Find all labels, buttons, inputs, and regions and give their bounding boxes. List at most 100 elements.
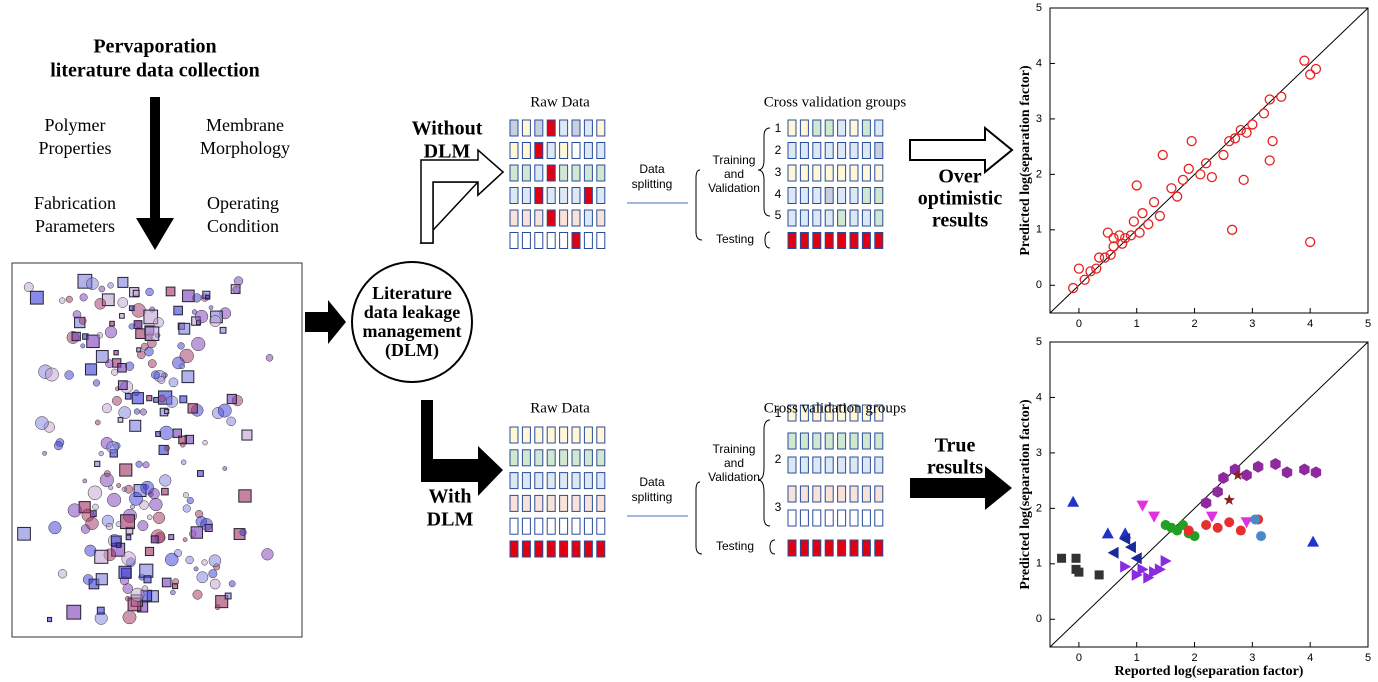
- decor-bubble: [139, 500, 149, 510]
- decor-bubble: [265, 354, 274, 362]
- decor-bubble: [158, 394, 166, 403]
- cell: [583, 449, 593, 467]
- y-axis-label: Predicted log(separation factor): [1018, 399, 1033, 590]
- y-tick-label: 2: [1036, 168, 1042, 180]
- point: [1177, 174, 1189, 186]
- cell: [787, 187, 797, 204]
- cell: [596, 540, 606, 558]
- decor-bubble: [209, 578, 221, 590]
- decor-bubble: [186, 497, 194, 505]
- x-tick-label: 0: [1076, 652, 1082, 664]
- decor-bubble: [209, 315, 222, 327]
- bracket: [695, 169, 703, 241]
- cell: [559, 187, 569, 204]
- cell: [534, 232, 544, 249]
- decor-square: [173, 305, 183, 316]
- cell: [812, 509, 822, 527]
- cell: [521, 472, 531, 490]
- cell: [824, 209, 834, 227]
- cell: [849, 432, 859, 450]
- arrow-right: [305, 300, 346, 344]
- point: [1154, 210, 1166, 222]
- cell: [874, 187, 884, 204]
- decor-square: [205, 294, 211, 300]
- decor-bubble: [48, 521, 62, 535]
- cell: [583, 517, 593, 535]
- point: [1143, 571, 1155, 584]
- decor-bubble: [121, 551, 136, 566]
- bracket: [769, 539, 776, 555]
- point: [1281, 466, 1293, 479]
- point: [1117, 238, 1128, 249]
- cell: [861, 509, 871, 527]
- cell: [824, 485, 834, 503]
- arrow-with: [421, 400, 503, 496]
- cell: [861, 456, 871, 474]
- decor-bubble: [79, 293, 88, 302]
- decor-square: [117, 276, 129, 288]
- point: [1218, 471, 1229, 484]
- decor-bubble: [117, 297, 129, 308]
- decor-square: [238, 489, 252, 503]
- decor-square: [119, 463, 133, 477]
- decor-bubble: [157, 376, 166, 384]
- cell: [799, 509, 809, 527]
- decor-bubble: [164, 445, 170, 451]
- point: [1224, 135, 1235, 147]
- cell: [546, 187, 556, 204]
- decor-square: [168, 534, 175, 541]
- cell: [799, 164, 809, 182]
- testing-label: Testing: [716, 232, 754, 246]
- cell: [799, 432, 809, 450]
- point: [1229, 133, 1241, 144]
- point: [1201, 520, 1212, 530]
- cell: [571, 142, 581, 159]
- cell: [546, 164, 556, 182]
- y-tick-label: 1: [1036, 558, 1042, 570]
- cell: [787, 119, 797, 137]
- cell: [861, 404, 871, 422]
- decor-bubble: [129, 491, 143, 506]
- point: [1241, 469, 1252, 482]
- branch-label: DLM: [427, 509, 474, 531]
- decor-bubble: [208, 305, 214, 310]
- point: [1264, 94, 1275, 105]
- decor-bubble: [108, 485, 114, 491]
- decor-square: [128, 305, 135, 312]
- cell: [837, 404, 847, 422]
- decor-square: [129, 419, 142, 432]
- group-num: 3: [775, 165, 782, 179]
- cell: [787, 164, 797, 182]
- cell: [571, 119, 581, 137]
- cell: [559, 449, 569, 467]
- cell: [849, 509, 859, 527]
- point: [1085, 266, 1096, 277]
- y-tick-label: 3: [1036, 447, 1042, 459]
- cell: [824, 164, 834, 182]
- cell: [812, 456, 822, 474]
- decor-bubble: [115, 521, 122, 528]
- decor-bubble: [170, 589, 176, 596]
- cell: [534, 472, 544, 490]
- decor-square: [117, 380, 128, 391]
- factor: Membrane: [206, 115, 284, 135]
- decor-square: [224, 592, 232, 600]
- result-label: results: [927, 457, 984, 479]
- result-label: optimistic: [918, 188, 1003, 210]
- point: [1057, 553, 1067, 563]
- cell: [559, 517, 569, 535]
- cell: [583, 119, 593, 137]
- point: [1299, 55, 1310, 66]
- decor-bubble: [177, 342, 185, 350]
- decor-bubble: [94, 419, 101, 426]
- point: [1218, 149, 1229, 161]
- cell: [799, 187, 809, 204]
- decor-square: [66, 604, 82, 620]
- y-tick-label: 3: [1036, 113, 1042, 125]
- y-tick-label: 5: [1036, 336, 1042, 348]
- point: [1206, 171, 1218, 183]
- decor-bubble: [172, 578, 180, 586]
- factor: Polymer: [45, 115, 106, 135]
- cell: [571, 164, 581, 182]
- diagonal: [1049, 341, 1369, 648]
